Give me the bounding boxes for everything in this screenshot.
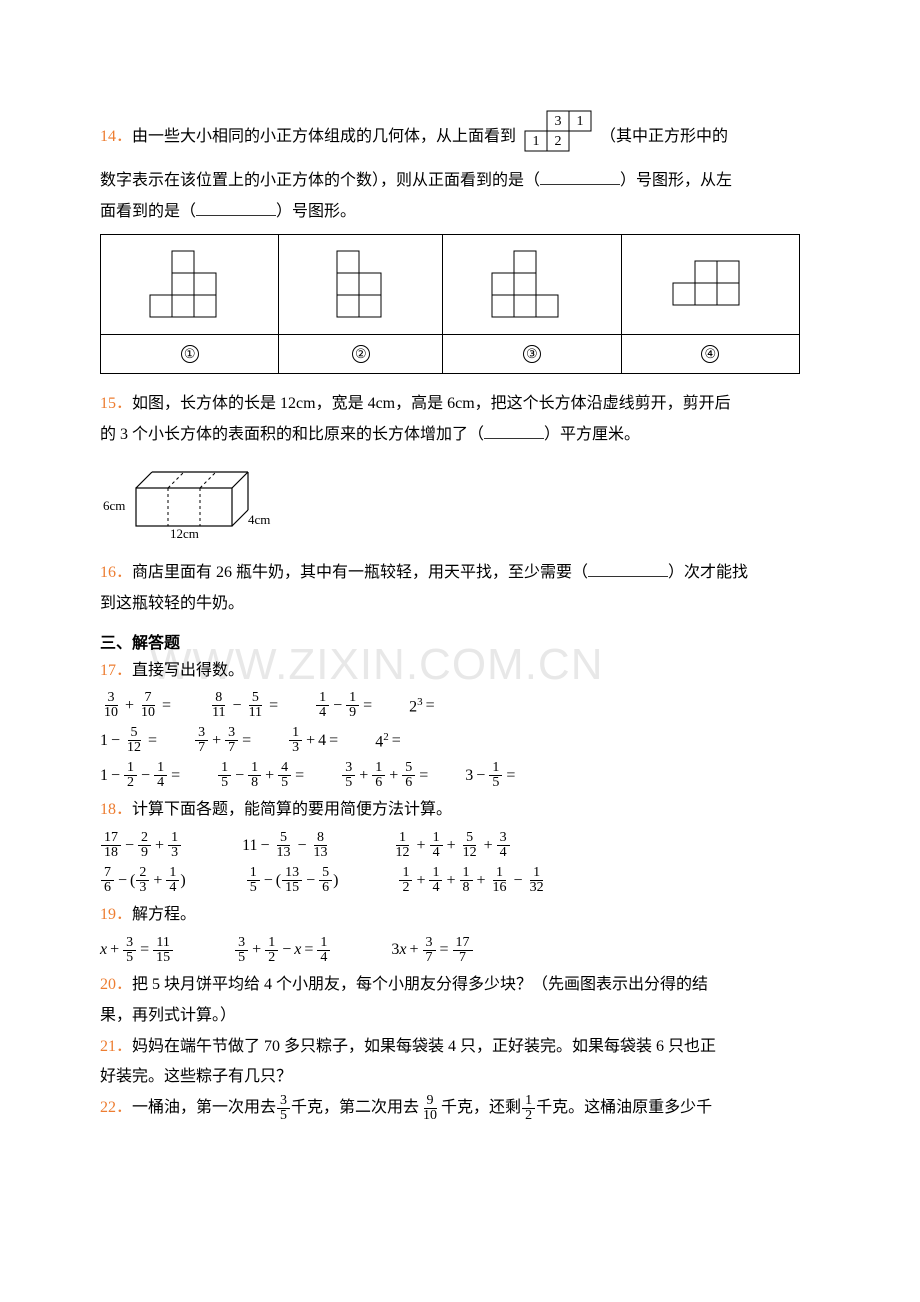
math-expr: 1−512= bbox=[100, 726, 160, 755]
math-expr: x+35=1115 bbox=[100, 936, 174, 965]
l-label: 12cm bbox=[170, 526, 199, 540]
q15-line1: 15．如图，长方体的长是 12cm，宽是 4cm，高是 6cm，把这个长方体沿虚… bbox=[100, 390, 820, 419]
math-expr: 23= bbox=[409, 696, 438, 716]
q21-line2: 好装完。这些粽子有几只？ bbox=[100, 1063, 820, 1092]
math-expr: 3x+37=177 bbox=[391, 936, 473, 965]
opt3-shape bbox=[477, 246, 587, 318]
math-expr: 42= bbox=[375, 731, 404, 751]
q14-line2: 数字表示在该位置上的小正方体的个数），则从正面看到的是（）号图形，从左 bbox=[100, 167, 820, 196]
math-expr: 112+14+512+34 bbox=[392, 831, 511, 860]
math-expr: 1−12−14= bbox=[100, 761, 183, 790]
math-expr: 11−513−813 bbox=[242, 831, 331, 860]
q14-t2: （其中正方形中的 bbox=[600, 128, 728, 145]
q19-head: 19．解方程。 bbox=[100, 901, 820, 930]
math-expr: 76−(23+14) bbox=[100, 866, 186, 895]
opt4-cell bbox=[621, 235, 799, 335]
q14-options-table: ① ② ③ ④ bbox=[100, 234, 800, 374]
q14-num: 14． bbox=[100, 128, 132, 145]
cell-1a: 1 bbox=[577, 114, 584, 129]
math-expr: 310+710= bbox=[100, 691, 174, 720]
math-expr: 13+4= bbox=[288, 726, 341, 755]
opt4-label: ④ bbox=[621, 335, 799, 374]
q18-rows: 1718−29+13 11−513−813 112+14+512+34 76−(23+… bbox=[100, 831, 820, 895]
q16-line1: 16．商店里面有 26 瓶牛奶，其中有一瓶较轻，用天平找，至少需要（）次才能找 bbox=[100, 559, 820, 588]
opt4-shape bbox=[655, 246, 765, 318]
opt1-label: ① bbox=[101, 335, 279, 374]
cell-1b: 1 bbox=[533, 134, 540, 149]
h-label: 6cm bbox=[103, 498, 125, 513]
cell-2: 2 bbox=[555, 134, 562, 149]
q21-line1: 21．妈妈在端午节做了 70 多只粽子，如果每袋装 4 只，正好装完。如果每袋装… bbox=[100, 1033, 820, 1062]
opt1-shape bbox=[135, 246, 245, 318]
q20-line1: 20．把 5 块月饼平均给 4 个小朋友，每个小朋友分得多少块？（先画图表示出分… bbox=[100, 971, 820, 1000]
opt2-shape bbox=[311, 246, 411, 318]
q14-line3: 面看到的是（）号图形。 bbox=[100, 198, 820, 227]
cell-3: 3 bbox=[555, 114, 562, 129]
opt1-cell bbox=[101, 235, 279, 335]
math-expr: 15−18+45= bbox=[217, 761, 307, 790]
opt3-cell bbox=[443, 235, 621, 335]
w-label: 4cm bbox=[248, 512, 270, 527]
q20-line2: 果，再列式计算。） bbox=[100, 1002, 820, 1031]
math-expr: 37+37= bbox=[194, 726, 254, 755]
math-expr: 15−(1315−56) bbox=[246, 866, 339, 895]
math-expr: 14−19= bbox=[315, 691, 375, 720]
q15-line2: 的 3 个小长方体的表面积的和比原来的长方体增加了（）平方厘米。 bbox=[100, 421, 820, 450]
q16-line2: 到这瓶较轻的牛奶。 bbox=[100, 590, 820, 619]
q22-line1: 22．一桶油，第一次用去 35 千克，第二次用去 910 千克，还剩 12 千克… bbox=[100, 1094, 820, 1123]
q19-rows: x+35=1115 35+12−x=14 3x+37=177 bbox=[100, 936, 820, 965]
math-expr: 3−15= bbox=[465, 761, 518, 790]
opt2-label: ② bbox=[279, 335, 443, 374]
q14-line1: 14．由一些大小相同的小正方体组成的几何体，从上面看到 3 1 1 2 （其中正… bbox=[100, 110, 820, 165]
math-expr: 35+16+56= bbox=[341, 761, 431, 790]
math-expr: 12+14+18+116−132 bbox=[398, 866, 547, 895]
topview-icon: 3 1 1 2 bbox=[524, 110, 592, 165]
q15-figure: 6cm 4cm 12cm bbox=[100, 460, 820, 545]
q17-rows: 310+710= 811−511= 14−19= 23= 1−512= 37+37= 13+… bbox=[100, 691, 820, 790]
math-expr: 35+12−x=14 bbox=[234, 936, 331, 965]
math-expr: 811−511= bbox=[208, 691, 281, 720]
page-content: 14．由一些大小相同的小正方体组成的几何体，从上面看到 3 1 1 2 （其中正… bbox=[100, 110, 820, 1123]
q17-head: 17．直接写出得数。 bbox=[100, 657, 820, 686]
section3-title: 三、解答题 bbox=[100, 629, 820, 653]
q18-head: 18．计算下面各题，能简算的要用简便方法计算。 bbox=[100, 796, 820, 825]
q14-t1: 由一些大小相同的小正方体组成的几何体，从上面看到 bbox=[132, 128, 516, 145]
opt3-label: ③ bbox=[443, 335, 621, 374]
math-expr: 1718−29+13 bbox=[100, 831, 182, 860]
opt2-cell bbox=[279, 235, 443, 335]
